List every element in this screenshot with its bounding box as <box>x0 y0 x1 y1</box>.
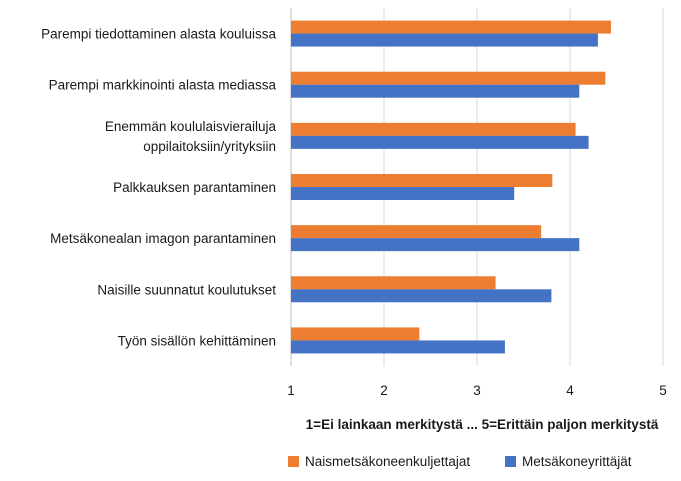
legend-label: Naismetsäkoneenkuljettajat <box>305 454 470 469</box>
category-label: Metsäkonealan imagon parantaminen <box>50 231 276 246</box>
legend-swatch <box>505 456 516 467</box>
x-tick-labels: 1 2 3 4 5 <box>287 383 667 398</box>
bar-naismetsakoneenkuljettajat <box>291 71 606 85</box>
legend-swatch <box>288 456 299 467</box>
category-labels: Parempi tiedottaminen alasta kouluissa Pa… <box>41 27 276 349</box>
bar-naismetsakoneenkuljettajat <box>291 276 496 290</box>
bar-naismetsakoneenkuljettajat <box>291 225 542 239</box>
x-tick-label: 1 <box>287 383 295 398</box>
x-axis-title: 1=Ei lainkaan merkitystä ... 5=Erittäin … <box>306 417 659 432</box>
bar-naismetsakoneenkuljettajat <box>291 122 576 136</box>
x-tick-label: 4 <box>566 383 574 398</box>
bar-naismetsakoneenkuljettajat <box>291 327 420 341</box>
category-label: Palkkauksen parantaminen <box>113 180 276 195</box>
category-label: Parempi markkinointi alasta mediassa <box>49 78 277 93</box>
legend: Naismetsäkoneenkuljettajat Metsäkoneyritt… <box>288 454 632 469</box>
category-label: Parempi tiedottaminen alasta kouluissa <box>41 27 276 42</box>
category-label: Työn sisällön kehittäminen <box>118 333 276 348</box>
bar-naismetsakoneenkuljettajat <box>291 20 611 34</box>
bar-metsakoneyrittajat <box>291 135 589 149</box>
x-tick-label: 2 <box>380 383 388 398</box>
bar-metsakoneyrittajat <box>291 238 580 252</box>
category-label: Enemmän koululaisvierailuja oppilaitoksii… <box>105 119 277 154</box>
bar-metsakoneyrittajat <box>291 340 505 354</box>
category-label: Naisille suunnatut koulutukset <box>97 282 276 297</box>
bar-metsakoneyrittajat <box>291 187 515 200</box>
x-tick-label: 3 <box>473 383 481 398</box>
legend-label: Metsäkoneyrittäjät <box>522 454 632 469</box>
bars <box>291 20 611 354</box>
bar-metsakoneyrittajat <box>291 84 580 98</box>
bar-metsakoneyrittajat <box>291 289 552 303</box>
bar-metsakoneyrittajat <box>291 33 598 47</box>
bar-naismetsakoneenkuljettajat <box>291 174 553 187</box>
x-tick-label: 5 <box>659 383 667 398</box>
